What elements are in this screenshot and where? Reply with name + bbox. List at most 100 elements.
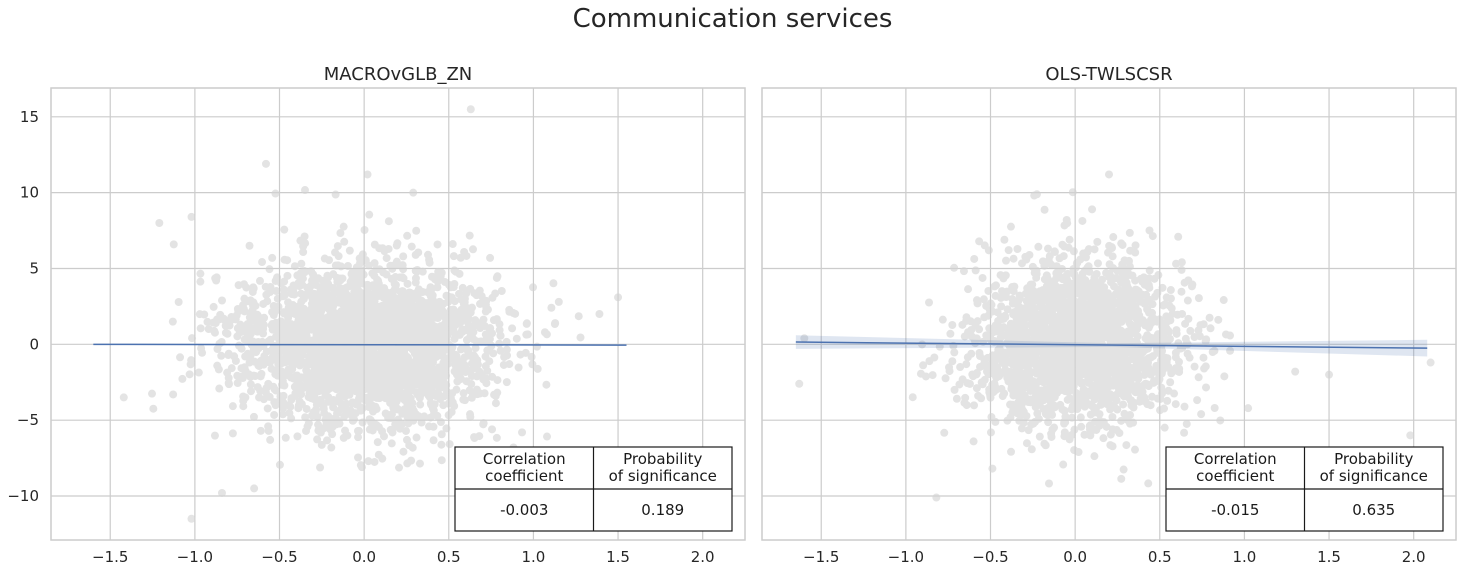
scatter-point: [347, 270, 356, 279]
scatter-point: [550, 320, 559, 329]
scatter-point: [324, 273, 333, 282]
scatter-point: [1000, 349, 1009, 358]
scatter-point: [1043, 330, 1052, 339]
scatter-point: [445, 440, 454, 449]
scatter-point: [1244, 404, 1253, 413]
scatter-point: [1005, 368, 1014, 377]
scatter-point: [252, 316, 261, 325]
scatter-point: [1220, 372, 1229, 381]
scatter-point: [384, 217, 393, 226]
scatter-point: [1136, 356, 1145, 365]
scatter-point: [959, 267, 968, 276]
scatter-point: [411, 250, 420, 259]
scatter-point: [412, 433, 421, 442]
x-tick-label: −1.5: [803, 548, 839, 566]
scatter-point: [1009, 287, 1018, 296]
scatter-point: [1093, 237, 1102, 246]
stats-table: Correlation coefficient Probability of sign…: [1165, 446, 1444, 532]
regression-line: [93, 343, 627, 346]
scatter-point: [342, 323, 351, 332]
scatter-point: [370, 457, 379, 466]
scatter-point: [378, 427, 387, 436]
scatter-point: [287, 394, 296, 403]
scatter-point: [381, 390, 390, 399]
scatter-point: [962, 360, 971, 369]
scatter-point: [1044, 256, 1053, 265]
scatter-point: [1119, 465, 1128, 474]
scatter-point: [260, 313, 269, 322]
scatter-point: [963, 353, 972, 362]
scatter-point: [1059, 460, 1068, 469]
scatter-point: [403, 279, 412, 288]
scatter-point: [283, 271, 292, 280]
scatter-point: [1060, 406, 1069, 415]
scatter-point: [1009, 254, 1018, 263]
scatter-point: [1136, 386, 1145, 395]
scatter-point: [1172, 259, 1181, 268]
scatter-point: [320, 409, 329, 418]
scatter-point: [999, 323, 1008, 332]
scatter-point: [276, 359, 285, 368]
scatter-point: [1108, 391, 1117, 400]
scatter-point: [359, 270, 368, 279]
scatter-point: [1065, 235, 1074, 244]
scatter-point: [334, 252, 343, 261]
scatter-point: [348, 398, 357, 407]
scatter-point: [479, 374, 488, 383]
scatter-point: [1130, 445, 1139, 454]
scatter-point: [373, 438, 382, 447]
scatter-point: [1180, 428, 1189, 437]
scatter-point: [429, 436, 438, 445]
scatter-point: [1113, 298, 1122, 307]
scatter-point: [1190, 362, 1199, 371]
scatter-point: [514, 363, 523, 372]
scatter-point: [399, 274, 408, 283]
scatter-point: [1034, 242, 1043, 251]
scatter-point: [119, 393, 128, 402]
scatter-point: [938, 315, 947, 324]
scatter-point: [1019, 321, 1028, 330]
scatter-point: [169, 240, 178, 249]
scatter-point: [224, 373, 233, 382]
scatter-point: [480, 389, 489, 398]
x-tick-label: 2.0: [1402, 548, 1426, 566]
scatter-point: [984, 286, 993, 295]
scatter-point: [1066, 394, 1075, 403]
scatter-point: [275, 353, 284, 362]
scatter-point: [1089, 321, 1098, 330]
scatter-point: [1154, 271, 1163, 280]
scatter-point: [1084, 347, 1093, 356]
scatter-point: [946, 329, 955, 338]
scatter-point: [188, 334, 197, 343]
scatter-point: [319, 401, 328, 410]
scatter-point: [235, 328, 244, 337]
scatter-point: [354, 453, 363, 462]
scatter-point: [147, 389, 156, 398]
scatter-point: [409, 188, 418, 197]
table-header-cell: Correlation coefficient: [1194, 450, 1277, 485]
scatter-point: [293, 432, 302, 441]
scatter-point: [251, 301, 260, 310]
scatter-point: [433, 283, 442, 292]
table-header-cell: Probability of significance: [1320, 450, 1428, 485]
scatter-point: [245, 358, 254, 367]
scatter-point: [1130, 310, 1139, 319]
scatter-point: [358, 404, 367, 413]
scatter-point: [414, 412, 423, 421]
scatter-point: [1076, 371, 1085, 380]
panel-1: −1.5 −1.0 −0.5 0.0 0.5 1.0 1.5 2.0151050−5−10MA…: [7, 64, 746, 566]
scatter-point: [1047, 404, 1056, 413]
scatter-point: [980, 355, 989, 364]
scatter-point: [301, 239, 310, 248]
scatter-point: [1180, 402, 1189, 411]
scatter-point: [1034, 414, 1043, 423]
scatter-point: [428, 404, 437, 413]
scatter-point: [402, 435, 411, 444]
scatter-point: [426, 283, 435, 292]
scatter-point: [1009, 320, 1018, 329]
scatter-point: [1063, 374, 1072, 383]
scatter-point: [1160, 404, 1169, 413]
scatter-point: [337, 262, 346, 271]
panel-title: OLS-TWLSCSR: [1045, 64, 1172, 85]
scatter-point: [313, 435, 322, 444]
